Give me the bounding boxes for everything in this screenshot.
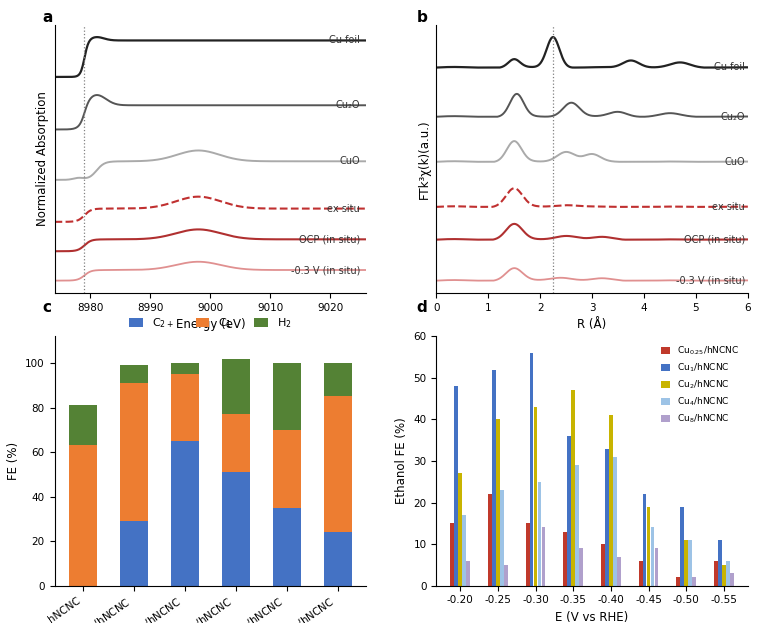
Text: -0.3 V (in situ): -0.3 V (in situ): [291, 265, 360, 275]
Bar: [273, 508, 301, 586]
Bar: [650, 528, 654, 586]
Bar: [171, 374, 199, 441]
Bar: [613, 457, 617, 586]
Bar: [643, 494, 647, 586]
Bar: [496, 419, 500, 586]
Legend: C$_{2+}$, C$_1$, H$_2$: C$_{2+}$, C$_1$, H$_2$: [125, 312, 296, 335]
Bar: [530, 353, 534, 586]
Text: a: a: [43, 10, 53, 25]
Bar: [466, 561, 470, 586]
Text: Cu foil: Cu foil: [330, 36, 360, 45]
Bar: [654, 548, 658, 586]
Y-axis label: FTk³χ(k)(a.u.): FTk³χ(k)(a.u.): [418, 119, 431, 199]
Y-axis label: FE (%): FE (%): [7, 442, 19, 480]
Text: Cu₂O: Cu₂O: [721, 112, 746, 121]
Bar: [617, 556, 621, 586]
Bar: [458, 473, 462, 586]
Bar: [567, 436, 571, 586]
Text: CuO: CuO: [724, 156, 746, 166]
Bar: [171, 363, 199, 374]
Text: d: d: [417, 300, 428, 315]
Text: OCP (in situ): OCP (in situ): [684, 234, 746, 244]
Text: ex situ: ex situ: [713, 202, 746, 212]
Text: -0.3 V (in situ): -0.3 V (in situ): [676, 275, 746, 285]
Bar: [222, 414, 250, 472]
Bar: [69, 445, 97, 586]
Bar: [538, 482, 541, 586]
Bar: [571, 391, 575, 586]
Bar: [726, 561, 730, 586]
Text: Cu₂O: Cu₂O: [336, 100, 360, 110]
Bar: [324, 532, 352, 586]
Bar: [120, 365, 148, 383]
Bar: [580, 548, 583, 586]
Bar: [693, 578, 696, 586]
X-axis label: Energy (eV): Energy (eV): [175, 318, 245, 331]
Bar: [609, 416, 613, 586]
Bar: [324, 396, 352, 532]
Bar: [450, 523, 454, 586]
Bar: [171, 441, 199, 586]
Bar: [324, 363, 352, 396]
Legend: Cu$_{0.25}$/hNCNC, Cu$_1$/hNCNC, Cu$_2$/hNCNC, Cu$_4$/hNCNC, Cu$_8$/hNCNC: Cu$_{0.25}$/hNCNC, Cu$_1$/hNCNC, Cu$_2$/…: [657, 341, 743, 429]
Bar: [526, 523, 530, 586]
Bar: [680, 506, 684, 586]
Bar: [639, 561, 643, 586]
Bar: [575, 465, 579, 586]
Bar: [676, 578, 680, 586]
Bar: [500, 490, 504, 586]
Bar: [605, 449, 609, 586]
X-axis label: E (V vs RHE): E (V vs RHE): [555, 611, 629, 623]
Y-axis label: Ethanol FE (%): Ethanol FE (%): [395, 417, 408, 505]
Bar: [563, 531, 567, 586]
Bar: [684, 540, 688, 586]
Bar: [273, 430, 301, 508]
Bar: [69, 406, 97, 445]
Bar: [730, 573, 734, 586]
Text: c: c: [43, 300, 52, 315]
Bar: [454, 386, 458, 586]
Text: OCP (in situ): OCP (in situ): [299, 234, 360, 244]
Text: ex situ: ex situ: [327, 204, 360, 214]
Bar: [492, 369, 495, 586]
Bar: [718, 540, 722, 586]
Bar: [541, 528, 545, 586]
Bar: [601, 544, 605, 586]
Bar: [714, 561, 718, 586]
Text: b: b: [417, 10, 428, 25]
Bar: [120, 383, 148, 521]
Bar: [273, 363, 301, 430]
Bar: [504, 565, 508, 586]
X-axis label: R (Å): R (Å): [577, 318, 607, 331]
Y-axis label: Normalized Absorption: Normalized Absorption: [36, 92, 49, 226]
Bar: [488, 494, 492, 586]
Bar: [722, 565, 726, 586]
Bar: [222, 472, 250, 586]
Text: Cu foil: Cu foil: [714, 62, 746, 72]
Bar: [120, 521, 148, 586]
Bar: [689, 540, 692, 586]
Bar: [462, 515, 466, 586]
Text: CuO: CuO: [340, 156, 360, 166]
Bar: [647, 506, 650, 586]
Bar: [534, 407, 538, 586]
Bar: [222, 359, 250, 414]
